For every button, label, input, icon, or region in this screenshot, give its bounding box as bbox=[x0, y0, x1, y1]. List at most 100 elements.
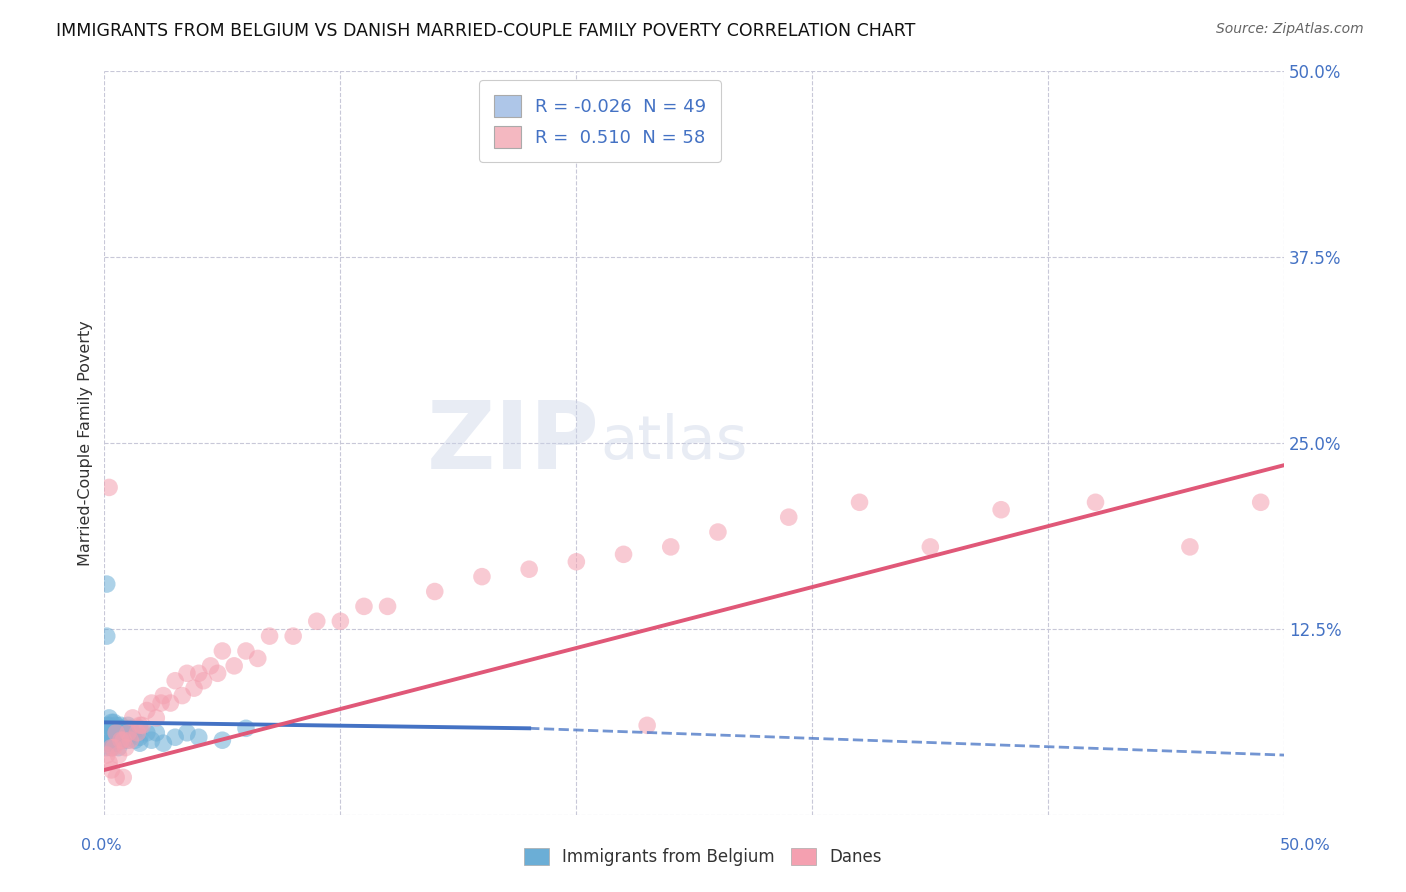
Point bbox=[141, 696, 163, 710]
Point bbox=[659, 540, 682, 554]
Point bbox=[96, 740, 118, 755]
Point bbox=[127, 725, 149, 739]
Point bbox=[1250, 495, 1272, 509]
Point bbox=[283, 629, 305, 643]
Point bbox=[176, 725, 198, 739]
Point bbox=[128, 736, 150, 750]
Point bbox=[353, 599, 375, 614]
Point bbox=[103, 721, 125, 735]
Point bbox=[176, 666, 198, 681]
Point bbox=[107, 748, 129, 763]
Point bbox=[211, 733, 233, 747]
Point bbox=[612, 547, 634, 561]
Point bbox=[98, 756, 121, 770]
Point bbox=[107, 740, 129, 755]
Point bbox=[1084, 495, 1107, 509]
Point bbox=[96, 718, 118, 732]
Point bbox=[110, 725, 132, 739]
Point bbox=[471, 569, 494, 583]
Text: IMMIGRANTS FROM BELGIUM VS DANISH MARRIED-COUPLE FAMILY POVERTY CORRELATION CHAR: IMMIGRANTS FROM BELGIUM VS DANISH MARRIE… bbox=[56, 22, 915, 40]
Point bbox=[150, 696, 173, 710]
Text: ZIP: ZIP bbox=[427, 397, 600, 489]
Point bbox=[565, 555, 588, 569]
Text: 0.0%: 0.0% bbox=[82, 838, 121, 853]
Y-axis label: Married-Couple Family Poverty: Married-Couple Family Poverty bbox=[79, 320, 93, 566]
Point bbox=[152, 736, 174, 750]
Point bbox=[114, 740, 136, 755]
Point bbox=[100, 763, 122, 777]
Legend: R = -0.026  N = 49, R =  0.510  N = 58: R = -0.026 N = 49, R = 0.510 N = 58 bbox=[479, 80, 721, 162]
Point bbox=[135, 703, 157, 717]
Point bbox=[920, 540, 942, 554]
Point bbox=[112, 730, 135, 744]
Point bbox=[98, 480, 121, 494]
Point bbox=[110, 718, 132, 732]
Point bbox=[103, 730, 125, 744]
Legend: Immigrants from Belgium, Danes: Immigrants from Belgium, Danes bbox=[517, 841, 889, 873]
Point bbox=[145, 725, 167, 739]
Text: 50.0%: 50.0% bbox=[1279, 838, 1330, 853]
Point bbox=[98, 725, 121, 739]
Point bbox=[98, 733, 121, 747]
Point bbox=[128, 721, 150, 735]
Point bbox=[183, 681, 205, 695]
Point bbox=[98, 736, 121, 750]
Point bbox=[96, 577, 118, 591]
Point bbox=[517, 562, 540, 576]
Point bbox=[636, 718, 658, 732]
Point bbox=[117, 725, 139, 739]
Point bbox=[131, 718, 153, 732]
Point bbox=[135, 725, 157, 739]
Point bbox=[107, 721, 129, 735]
Point bbox=[100, 721, 122, 735]
Point bbox=[305, 614, 328, 628]
Point bbox=[120, 721, 142, 735]
Point bbox=[707, 524, 730, 539]
Point bbox=[224, 658, 246, 673]
Point bbox=[246, 651, 269, 665]
Point bbox=[1178, 540, 1201, 554]
Point bbox=[100, 733, 122, 747]
Point bbox=[124, 733, 146, 747]
Point bbox=[207, 666, 229, 681]
Point bbox=[187, 730, 209, 744]
Point bbox=[110, 733, 132, 747]
Point bbox=[165, 730, 187, 744]
Point bbox=[103, 715, 125, 730]
Point bbox=[100, 715, 122, 730]
Point bbox=[103, 740, 125, 755]
Point bbox=[117, 733, 139, 747]
Point bbox=[105, 718, 128, 732]
Point bbox=[100, 740, 122, 755]
Point bbox=[200, 658, 222, 673]
Point bbox=[105, 725, 128, 739]
Point bbox=[105, 733, 128, 747]
Point bbox=[211, 644, 233, 658]
Point bbox=[141, 733, 163, 747]
Point bbox=[105, 736, 128, 750]
Point bbox=[159, 696, 181, 710]
Point bbox=[117, 730, 139, 744]
Point bbox=[128, 718, 150, 732]
Point bbox=[128, 730, 150, 744]
Text: Source: ZipAtlas.com: Source: ZipAtlas.com bbox=[1216, 22, 1364, 37]
Point bbox=[100, 725, 122, 739]
Point bbox=[172, 689, 194, 703]
Point bbox=[145, 711, 167, 725]
Point bbox=[377, 599, 399, 614]
Point bbox=[114, 725, 136, 739]
Point bbox=[121, 725, 143, 739]
Point bbox=[112, 733, 135, 747]
Point bbox=[235, 721, 257, 735]
Point bbox=[96, 748, 118, 763]
Point bbox=[848, 495, 870, 509]
Point bbox=[105, 725, 128, 739]
Point bbox=[96, 629, 118, 643]
Point bbox=[117, 718, 139, 732]
Point bbox=[187, 666, 209, 681]
Point bbox=[107, 730, 129, 744]
Point bbox=[423, 584, 446, 599]
Point bbox=[112, 721, 135, 735]
Point bbox=[98, 711, 121, 725]
Point bbox=[165, 673, 187, 688]
